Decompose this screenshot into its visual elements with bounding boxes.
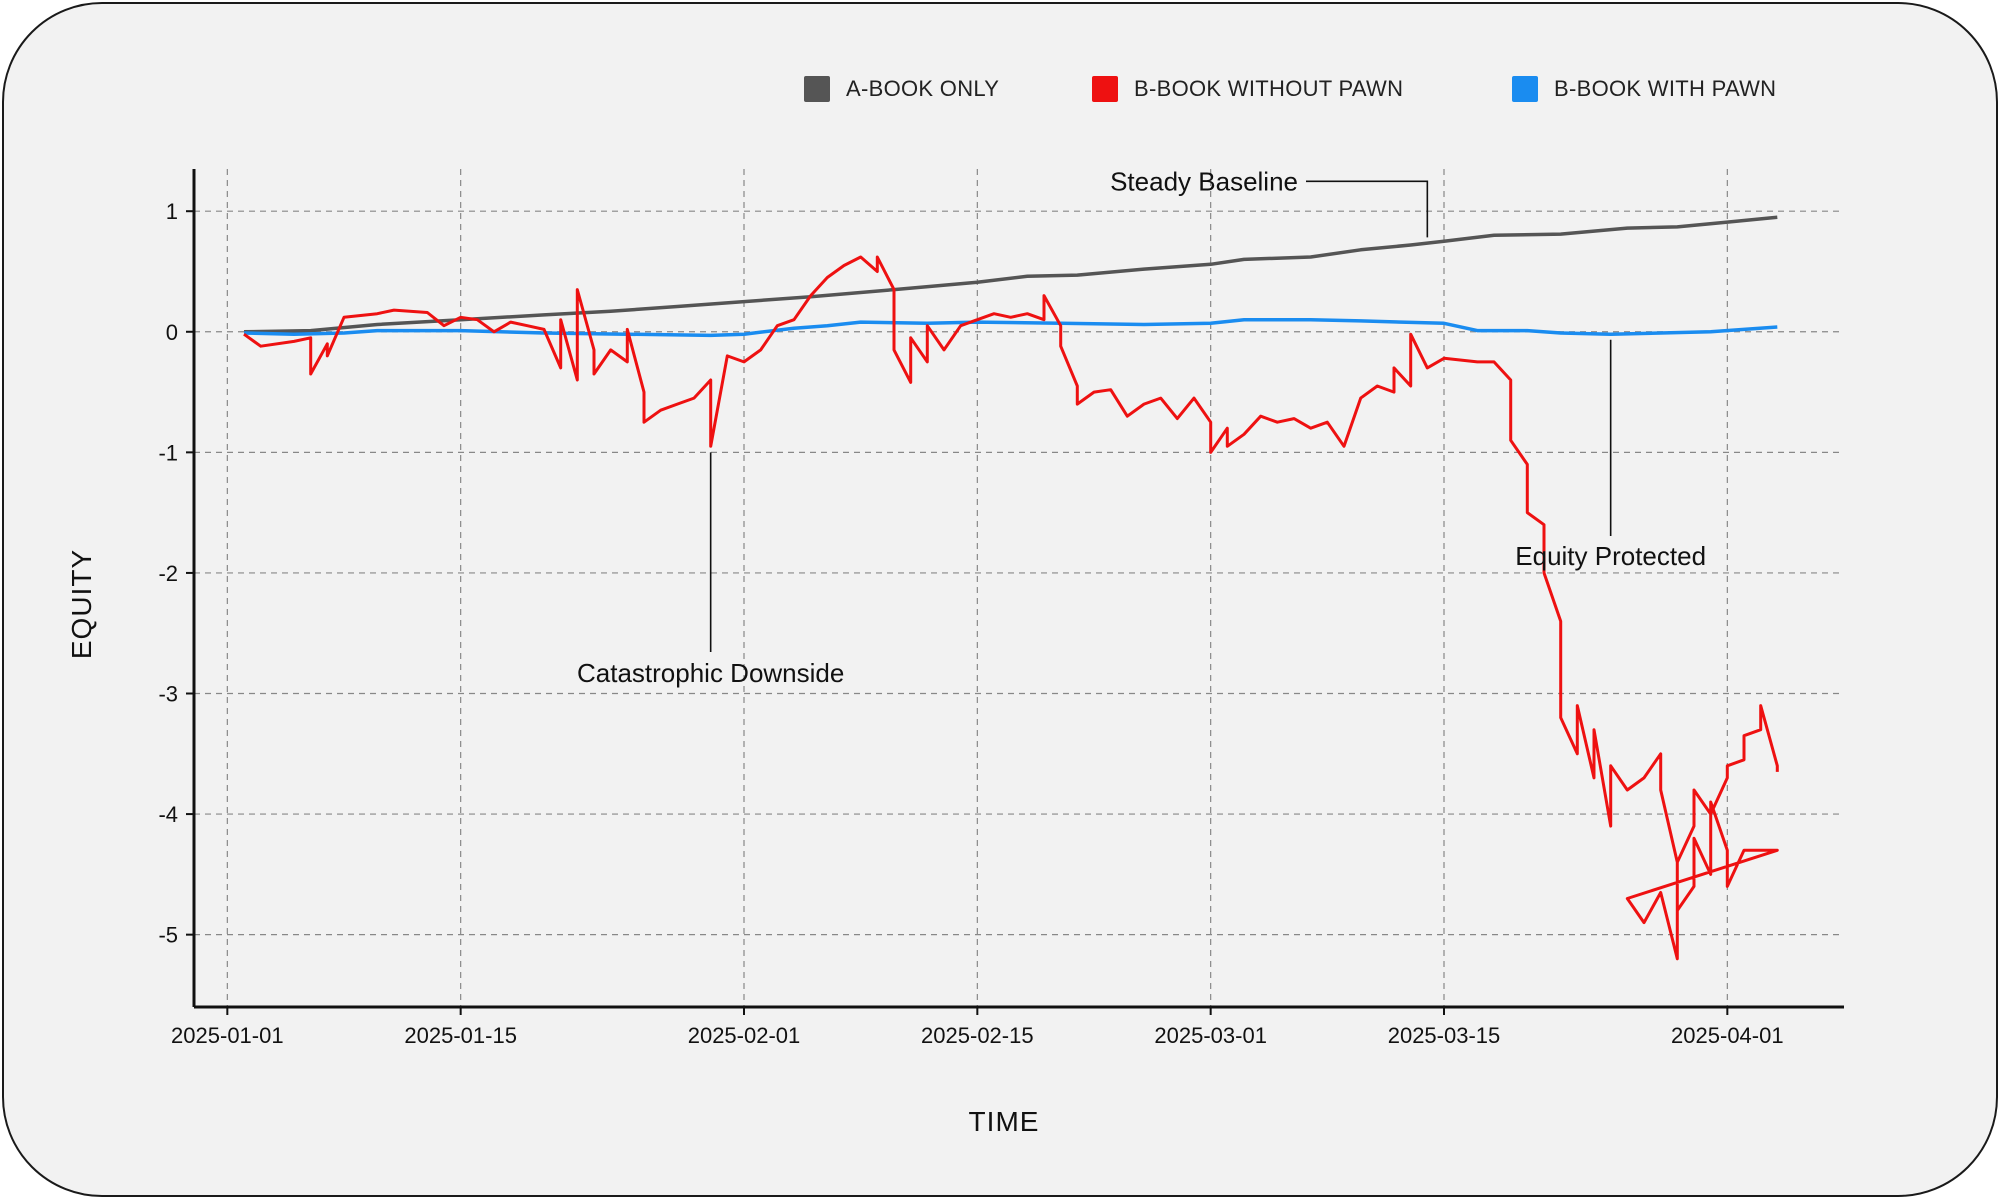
- y-tick-label: 0: [166, 320, 178, 345]
- series-line-a-book: [243, 215, 1778, 334]
- grid: [194, 169, 1844, 1007]
- legend-label-b-book-without-pawn: B-BOOK WITHOUT PAWN: [1134, 76, 1404, 101]
- legend-label-a-book: A-BOOK ONLY: [846, 76, 1000, 101]
- axes: 2025-01-01 2025-01-15 2025-02-01 2025-02-15…: [158, 169, 1844, 1048]
- legend-swatch-b-book-with-pawn: [1512, 76, 1538, 102]
- chart-svg: 2025-01-01 2025-01-15 2025-02-01 2025-02-15…: [158, 166, 1844, 1048]
- x-tick-label: 2025-03-15: [1388, 1023, 1501, 1048]
- legend-item-b-book-without-pawn: B-BOOK WITHOUT PAWN: [1092, 76, 1403, 102]
- annotation-steady-baseline: Steady Baseline: [1110, 166, 1298, 196]
- series-line-b-book-without-pawn: [243, 255, 1779, 961]
- x-tick-label: 2025-02-01: [688, 1023, 801, 1048]
- annotations: Steady Baseline Catastrophic Downside Equi…: [577, 166, 1706, 688]
- legend-item-b-book-with-pawn: B-BOOK WITH PAWN: [1512, 76, 1776, 102]
- y-tick-label: -3: [158, 682, 178, 707]
- y-tick-label: -1: [158, 440, 178, 465]
- annotation-catastrophic-downside: Catastrophic Downside: [577, 658, 844, 688]
- series-line-b-book-with-pawn: [243, 317, 1778, 338]
- y-tick-label: -2: [158, 561, 178, 586]
- legend-item-a-book: A-BOOK ONLY: [804, 76, 999, 102]
- y-tick-label: 1: [166, 199, 178, 224]
- legend-swatch-a-book: [804, 76, 830, 102]
- x-tick-label: 2025-02-15: [921, 1023, 1034, 1048]
- legend-swatch-b-book-without-pawn: [1092, 76, 1118, 102]
- annotation-equity-protected: Equity Protected: [1515, 541, 1706, 571]
- y-axis-title: EQUITY: [66, 548, 97, 660]
- x-tick-label: 2025-04-01: [1671, 1023, 1784, 1048]
- annotation-leader-steady-baseline: [1306, 180, 1429, 238]
- x-axis-title: TIME: [968, 1106, 1040, 1137]
- x-tick-label: 2025-03-01: [1154, 1023, 1267, 1048]
- y-tick-label: -4: [158, 802, 178, 827]
- legend-label-b-book-with-pawn: B-BOOK WITH PAWN: [1554, 76, 1777, 101]
- y-tick-label: -5: [158, 923, 178, 948]
- x-tick-label: 2025-01-15: [404, 1023, 517, 1048]
- series-layer: [243, 215, 1779, 961]
- x-tick-label: 2025-01-01: [171, 1023, 284, 1048]
